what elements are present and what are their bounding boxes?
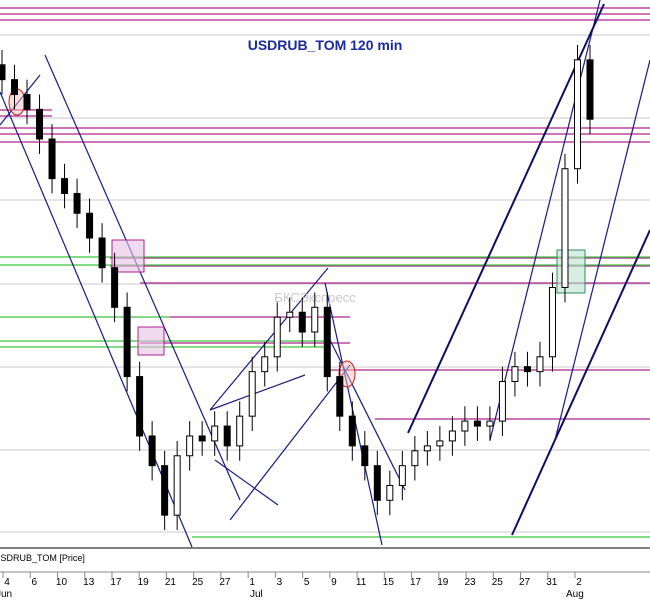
chart-title: USDRUB_TOM 120 min [248,37,403,53]
candle-body [211,425,219,442]
trend-lines [0,0,650,548]
x-tick-label: 17 [110,577,122,588]
candle-body [498,381,506,422]
candle-body [461,420,469,432]
candle-body [248,371,256,417]
candle-body [261,356,269,373]
candle-body [473,420,481,427]
candle-body [386,484,394,501]
candles [0,45,594,530]
x-tick-label: 27 [519,577,531,588]
x-tick-label: 3 [277,577,283,588]
candle-body [186,435,194,457]
x-tick-label: 25 [492,577,504,588]
x-tick-label: 19 [437,577,449,588]
candle-body [98,237,106,269]
x-axis-labels: 4610131719212527135911151719232527312Jun… [0,572,584,600]
candle-body [286,311,294,318]
x-tick-label: 15 [383,577,395,588]
candle-body [61,178,69,194]
candle-body [148,435,156,467]
candle-body [411,450,419,467]
x-tick-label: 4 [4,577,10,588]
candle-body [398,465,406,486]
candle-body [11,79,19,95]
x-tick-label: 1 [249,577,255,588]
candle-body [0,64,6,81]
month-label: Aug [566,589,584,600]
candle-body [86,212,94,239]
x-tick-label: 2 [576,577,582,588]
x-tick-label: 17 [410,577,422,588]
instrument-label: USDRUB_TOM [Price] [0,553,85,563]
candle-body [111,267,119,308]
candle-body [223,425,231,447]
candle-body [298,311,306,333]
candle-body [511,366,519,383]
candle-body [323,306,331,378]
candle-body [423,445,431,452]
candle-body [361,445,369,467]
x-tick-label: 11 [356,577,367,588]
highlight-box [556,249,586,294]
plot-area [0,0,650,548]
candle-body [561,168,569,288]
candle-body [586,59,594,120]
highlight-box [111,239,145,273]
candle-body [573,59,581,170]
candle-body [336,376,344,417]
candle-body [236,415,244,447]
x-tick-label: 13 [83,577,95,588]
candle-body [536,356,544,373]
candle-body [73,192,81,214]
candle-body [486,420,494,427]
candle-body [36,108,44,140]
x-tick-label: 10 [56,577,68,588]
x-tick-label: 19 [138,577,150,588]
candle-body [448,430,456,442]
x-tick-label: 9 [331,577,337,588]
month-label: Jul [250,589,263,600]
candle-body [23,93,31,110]
candle-body [48,138,56,180]
x-tick-label: 6 [31,577,37,588]
candle-body [348,415,356,447]
candle-body [198,435,206,442]
highlight-box [137,326,165,356]
candle-body [136,376,144,437]
candle-body [273,316,281,358]
x-tick-label: 5 [304,577,310,588]
x-tick-label: 25 [192,577,204,588]
x-tick-label: 27 [219,577,231,588]
x-tick-label: 23 [464,577,476,588]
month-label: Jun [0,589,12,600]
candle-body [161,465,169,516]
candle-body [436,440,444,447]
x-tick-label: 31 [546,577,558,588]
x-tick-label: 21 [165,577,177,588]
candle-body [173,455,181,516]
candle-body [123,306,131,378]
candle-body [523,366,531,373]
candle-body [373,465,381,501]
candle-body [311,306,319,333]
candle-body [548,287,556,358]
thick-trend-lines [407,3,650,536]
